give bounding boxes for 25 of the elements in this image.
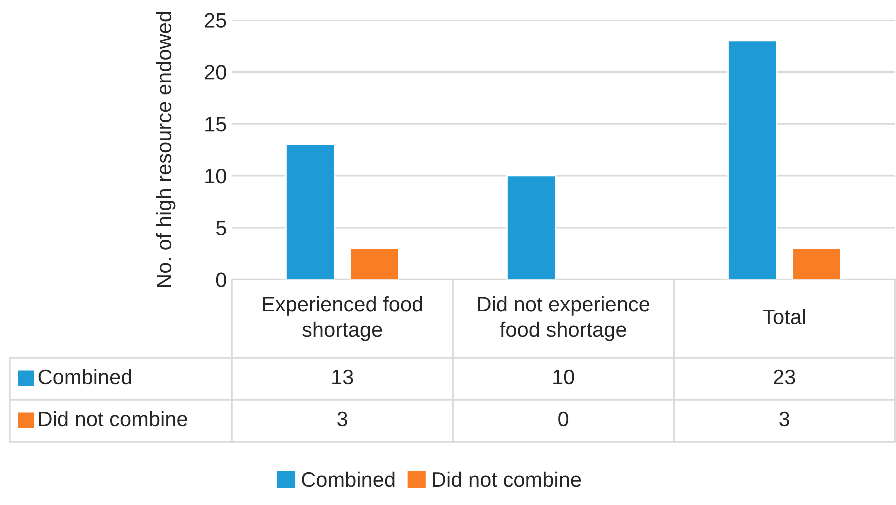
y-tick-label: 0 [216,272,226,288]
bar [728,40,778,280]
x-tick-label: Did not experience food shortage [478,296,650,342]
y-tick-label: 20 [205,65,226,80]
y-tick-label: 25 [205,13,226,28]
bar [286,144,336,280]
y-tick-label: 5 [216,221,226,236]
y-axis-title: No. of high resource endowed [156,12,176,288]
bar [506,175,557,280]
y-tick-label: 10 [206,168,226,184]
y-tick-label: 15 [206,117,226,132]
x-tick-label: Experienced food shortage [263,296,422,342]
data-label: 0 [558,412,569,427]
legend-label: Combined [38,369,132,385]
bar [350,248,400,280]
text: Combined [302,472,395,488]
data-label: 13 [332,370,354,385]
data-label: 23 [774,370,796,385]
bar [792,248,842,280]
data-label: 10 [554,370,574,385]
data-label: 3 [780,412,790,427]
x-tick-label: Total [763,309,806,324]
text: Did not combine [39,411,188,427]
legend-label: Did not combine [433,472,582,488]
data-label: 3 [338,412,348,427]
